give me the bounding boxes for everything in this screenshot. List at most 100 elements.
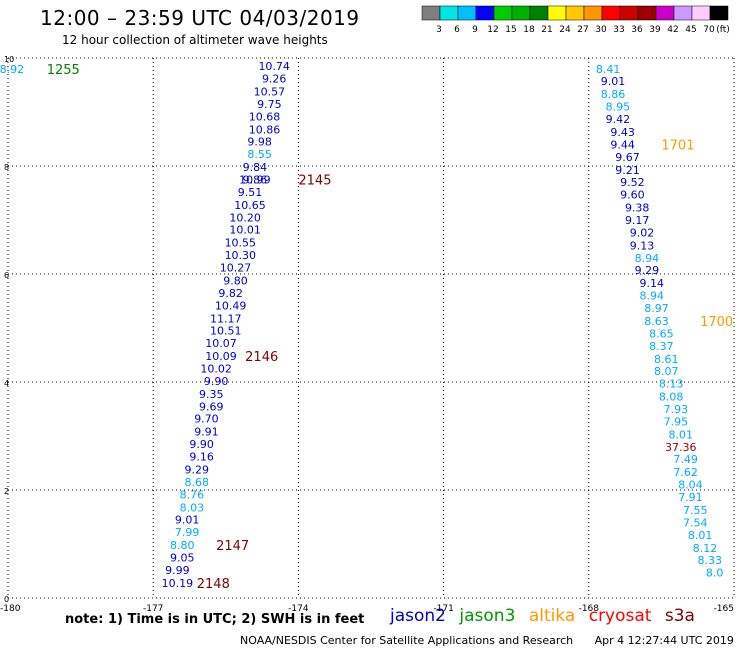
x-tick-label: -171	[433, 604, 453, 614]
y-tick-label: 6	[4, 271, 9, 280]
color-scale-label: 39	[649, 25, 661, 35]
legend-s3a: s3a	[664, 606, 695, 626]
x-tick-label: -168	[579, 604, 600, 614]
data-point-label: 8.61	[654, 353, 679, 366]
legend-jason2: jason2	[390, 606, 446, 626]
data-point-label: 8.01	[669, 428, 694, 441]
data-point-label: 10.19	[162, 577, 194, 590]
data-point-label: 7.91	[678, 491, 703, 504]
data-point-label: 9.01	[601, 75, 626, 88]
x-tick-label: -165	[714, 604, 734, 614]
data-point-label: 9.44	[610, 138, 635, 151]
color-scale-label: 15	[505, 25, 516, 35]
color-scale-label: 24	[559, 25, 571, 35]
data-point-label: 8.65	[649, 327, 674, 340]
data-point-label: 9.14	[639, 277, 664, 290]
data-point-label: 9.75	[257, 98, 282, 111]
data-point-label: 9.60	[620, 189, 645, 202]
data-point-label: 9.90	[189, 438, 214, 451]
data-point-label: 9.01	[175, 514, 200, 527]
color-scale-legend: 3 6 9 12 15 18 21 24 27 30 33 36 39 42 45 70 (ft)	[421, 5, 730, 35]
data-point-label: 9.80	[223, 274, 248, 287]
y-tick-label: 4	[4, 379, 9, 388]
time-annotation: 1255	[47, 63, 80, 78]
y-tick-label: 2	[4, 487, 9, 496]
color-scale-label: 42	[667, 25, 678, 35]
data-point-label: 9.99	[165, 564, 190, 577]
time-annotation: 2148	[197, 577, 230, 592]
data-point-label: 8.63	[644, 315, 669, 328]
legend-altika: altika	[528, 606, 576, 626]
data-point-label: 8.94	[639, 290, 664, 303]
data-point-label: 8.41	[596, 63, 621, 76]
data-point-label: 8.07	[654, 365, 679, 378]
data-point-label: 9.82	[218, 287, 243, 300]
data-point-label: 9.35	[199, 388, 224, 401]
data-point-label: 9.29	[185, 463, 210, 476]
data-point-label: 9.26	[262, 73, 287, 86]
data-point-label: 7.93	[664, 403, 689, 416]
color-scale-label: 36	[631, 25, 643, 35]
data-point-label: 8.94	[635, 252, 660, 265]
y-tick-label: 8	[4, 163, 9, 172]
data-point-label: 8.92	[0, 63, 24, 76]
data-point-label: 10.99	[239, 174, 271, 187]
legend-cryosat: cryosat	[588, 606, 652, 626]
data-point-label: 9.86	[243, 174, 268, 187]
page-subtitle: 12 hour collection of altimeter wave hei…	[62, 33, 328, 47]
data-point-label: 10.55	[225, 237, 257, 250]
data-point-label: 8.68	[185, 476, 210, 489]
data-point-label: 9.21	[615, 164, 640, 177]
data-point-label: 11.17	[210, 312, 242, 325]
data-point-label: 8.95	[606, 101, 631, 114]
data-point-label: 8.01	[688, 529, 713, 542]
time-annotation: 1701	[661, 138, 694, 153]
footer-note: note: 1) Time is in UTC; 2) SWH is in fe…	[65, 612, 365, 627]
data-point-label: 10.07	[205, 337, 237, 350]
y-tick-label: 10	[4, 55, 14, 64]
data-point-label: 7.55	[683, 504, 708, 517]
data-point-label: 9.90	[204, 375, 229, 388]
data-point-label: 9.98	[247, 136, 272, 149]
data-point-label: 10.02	[200, 363, 232, 376]
data-point-label: 9.16	[189, 451, 214, 464]
color-scale-label: 9	[472, 25, 478, 35]
data-point-label: 8.86	[601, 88, 626, 101]
data-point-label: 8.12	[693, 542, 718, 555]
data-point-label: 10.51	[210, 325, 242, 338]
time-annotation: 2147	[216, 539, 249, 554]
generated-timestamp: Apr 4 12:27:44 UTC 2019	[594, 634, 734, 647]
data-point-label: 8.33	[698, 554, 723, 567]
data-point-label: 10.65	[234, 199, 266, 212]
data-point-label: 8.04	[678, 479, 703, 492]
data-point-label: 10.09	[205, 350, 237, 363]
page-title: 12:00 – 23:59 UTC 04/03/2019	[40, 6, 360, 30]
color-scale-label: 3	[436, 25, 442, 35]
time-annotation: 2145	[298, 174, 331, 189]
data-point-label: 37.36	[665, 441, 697, 454]
data-point-label: 9.29	[635, 264, 660, 277]
data-point-label: 9.13	[630, 239, 655, 252]
data-point-label: 9.02	[630, 226, 655, 239]
color-scale-label: (ft)	[716, 25, 730, 35]
color-scale-label: 70	[703, 25, 715, 35]
data-point-label: 9.70	[194, 413, 219, 426]
x-tick-label: -174	[288, 604, 309, 614]
x-tick-label: -180	[0, 604, 21, 614]
data-point-label: 8.55	[247, 148, 272, 161]
data-point-label: 9.67	[615, 151, 640, 164]
data-point-label: 9.84	[243, 161, 268, 174]
credit-line: NOAA/NESDIS Center for Satellite Applica…	[240, 634, 734, 647]
data-point-label: 9.52	[620, 176, 645, 189]
data-point-label: 10.01	[229, 224, 261, 237]
color-swatch	[709, 5, 729, 21]
color-scale-label: 18	[523, 25, 535, 35]
data-point-label: 9.43	[610, 126, 635, 139]
data-point-label: 9.05	[170, 552, 195, 565]
color-scale-label: 12	[487, 25, 498, 35]
data-point-label: 8.80	[170, 539, 195, 552]
color-scale-label: 21	[541, 25, 552, 35]
data-point-label: 10.68	[249, 110, 281, 123]
data-point-label: 9.17	[625, 214, 650, 227]
